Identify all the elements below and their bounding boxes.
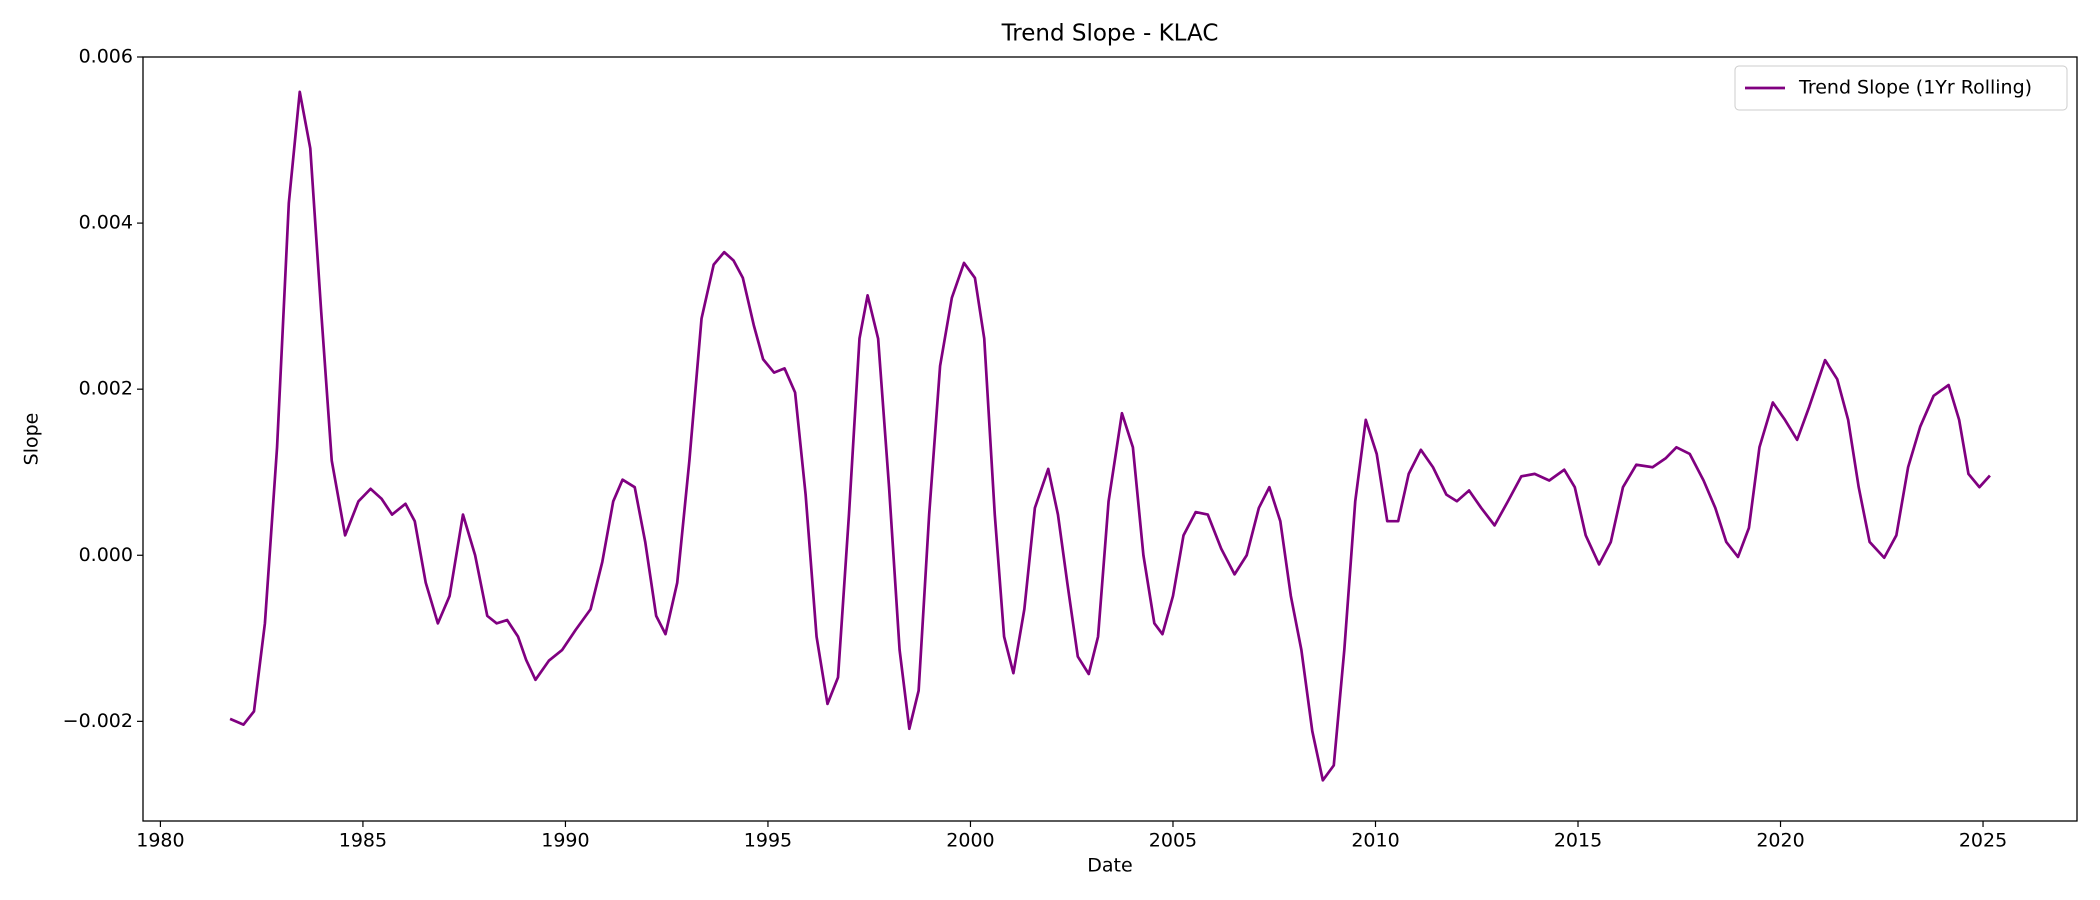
y-axis-label: Slope bbox=[21, 413, 43, 466]
x-tick-label: 2020 bbox=[1756, 830, 1804, 852]
x-tick-label: 1980 bbox=[136, 830, 184, 852]
x-tick-label: 1985 bbox=[339, 830, 387, 852]
y-tick-label: 0.000 bbox=[79, 544, 133, 566]
x-tick-label: 1990 bbox=[541, 830, 589, 852]
y-tick-label: 0.004 bbox=[79, 212, 133, 234]
x-tick-label: 2000 bbox=[946, 830, 994, 852]
y-tick-label: 0.006 bbox=[79, 46, 133, 68]
chart-title: Trend Slope - KLAC bbox=[1001, 21, 1219, 47]
legend-label: Trend Slope (1Yr Rolling) bbox=[1798, 77, 2032, 99]
x-axis-label: Date bbox=[1087, 855, 1132, 877]
x-tick-label: 2010 bbox=[1351, 830, 1399, 852]
plot-frame bbox=[142, 56, 2078, 822]
x-tick-label: 1995 bbox=[744, 830, 792, 852]
x-tick-label: 2025 bbox=[1959, 830, 2007, 852]
y-tick-label: −0.002 bbox=[63, 710, 133, 732]
x-tick-label: 2015 bbox=[1554, 830, 1602, 852]
legend-box bbox=[1734, 65, 2068, 111]
data-line bbox=[229, 90, 1991, 782]
y-tick-label: 0.002 bbox=[79, 378, 133, 400]
x-tick-label: 2005 bbox=[1149, 830, 1197, 852]
